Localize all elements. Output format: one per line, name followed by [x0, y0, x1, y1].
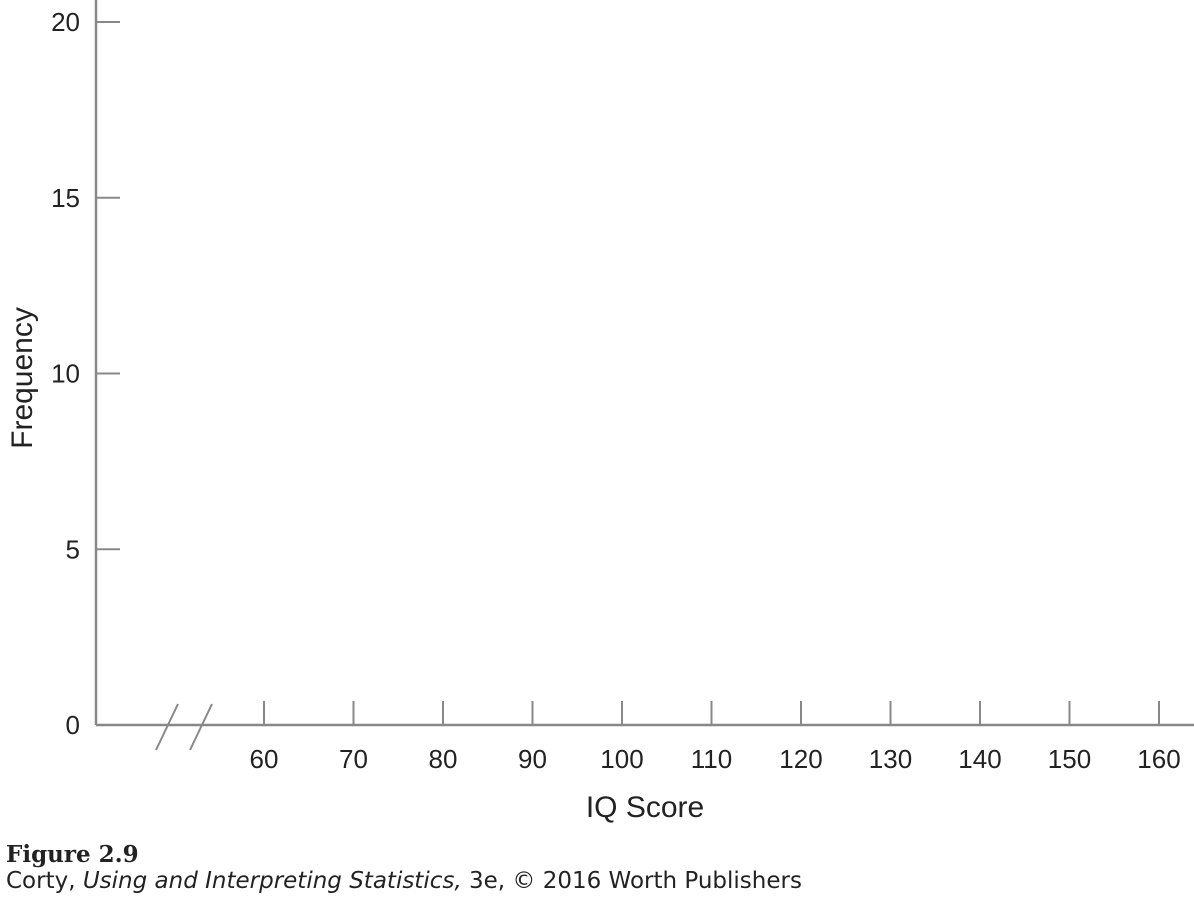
figure-credit: Corty, Using and Interpreting Statistics… [6, 868, 802, 894]
x-tick-label: 110 [691, 744, 732, 774]
chart: 0 5 10 15 20 60 70 80 90 100 110 120 130 140 150 160 I… [6, 0, 1194, 824]
x-tick-label: 160 [1137, 744, 1180, 774]
axis-break-mark [155, 703, 179, 751]
y-tick-label: 5 [66, 534, 80, 564]
credit-title: Using and Interpreting Statistics, [82, 868, 462, 894]
y-tick-label: 20 [51, 7, 80, 37]
x-tick-label: 150 [1048, 744, 1091, 774]
x-tick-label: 130 [869, 744, 912, 774]
y-tick-label: 10 [51, 359, 80, 389]
figure-label: Figure 2.9 [6, 841, 139, 868]
x-tick-label: 60 [250, 744, 279, 774]
x-axis-title: IQ Score [586, 791, 704, 824]
credit-author: Corty, [6, 868, 83, 894]
y-axis-title: Frequency [6, 307, 39, 449]
y-tick-label: 0 [66, 710, 80, 740]
axis-break-mark [189, 703, 213, 751]
x-tick-label: 90 [518, 744, 547, 774]
y-tick-label: 15 [51, 183, 80, 213]
x-axis: 60 70 80 90 100 110 120 130 140 150 160 [96, 701, 1194, 774]
x-tick-label: 70 [339, 744, 368, 774]
y-axis: 0 5 10 15 20 [51, 0, 120, 740]
x-tick-label: 100 [600, 744, 643, 774]
x-tick-label: 140 [958, 744, 1001, 774]
x-tick-label: 120 [779, 744, 822, 774]
credit-rest: 3e, © 2016 Worth Publishers [461, 868, 802, 894]
x-tick-label: 80 [429, 744, 458, 774]
